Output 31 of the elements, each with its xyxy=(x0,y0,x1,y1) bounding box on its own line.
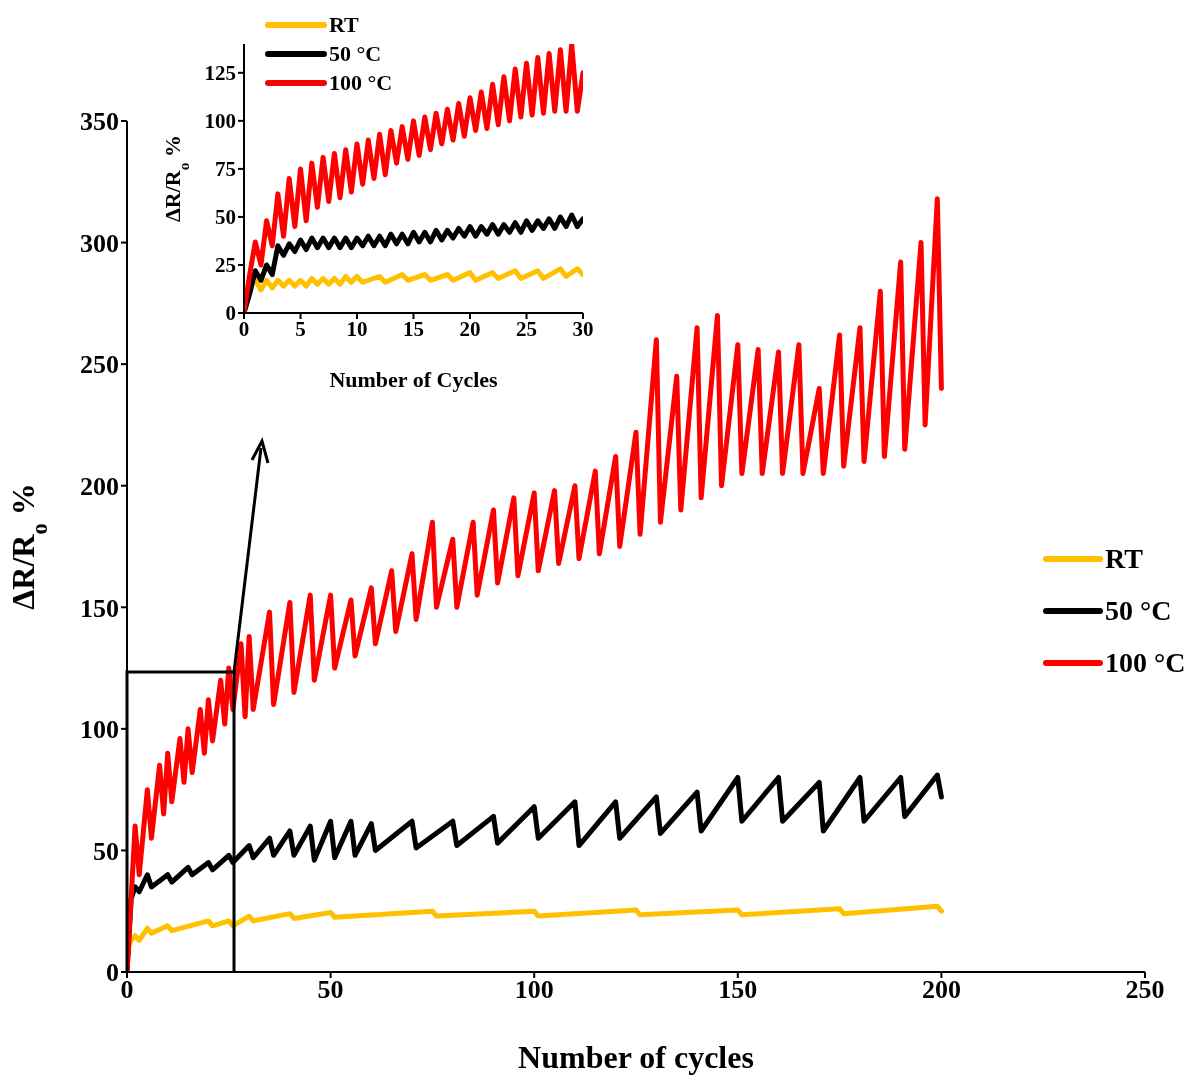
y-tick-label: 75 xyxy=(215,157,236,182)
y-tick-label: 50 xyxy=(93,836,119,866)
y-tick-label: 200 xyxy=(80,471,119,501)
x-tick-label: 5 xyxy=(295,316,306,341)
legend-label: 100 °C xyxy=(329,69,393,96)
legend-label: 100 °C xyxy=(1105,647,1186,679)
legend-label: 50 °C xyxy=(329,40,382,67)
x-tick-label: 30 xyxy=(572,316,594,341)
y-tick-label: 100 xyxy=(80,715,119,745)
x-tick-label: 100 xyxy=(514,975,554,1005)
x-tick-label: 25 xyxy=(516,316,537,341)
legend-label: RT xyxy=(329,11,359,38)
x-tick-label: 20 xyxy=(459,316,481,341)
y-tick-label: 125 xyxy=(204,61,236,86)
y-tick-label: 50 xyxy=(215,205,236,230)
y-tick-label: 350 xyxy=(80,107,119,137)
x-tick-label: 50 xyxy=(317,975,344,1005)
x-tick-label: 15 xyxy=(403,316,424,341)
y-tick-label: 150 xyxy=(80,593,119,623)
y-tick-label: 100 xyxy=(204,109,236,134)
x-tick-label: 10 xyxy=(346,316,368,341)
legend-label: 50 °C xyxy=(1105,595,1172,627)
x-tick-label: 250 xyxy=(1125,975,1165,1005)
x-axis-title: Number of Cycles xyxy=(329,367,499,392)
x-axis-title: Number of cycles xyxy=(518,1039,754,1075)
y-tick-label: 250 xyxy=(80,350,119,380)
y-tick-label: 300 xyxy=(80,228,119,258)
legend-label: RT xyxy=(1105,543,1143,575)
x-tick-label: 200 xyxy=(921,975,961,1005)
y-tick-label: 25 xyxy=(215,253,236,278)
x-tick-label: 150 xyxy=(718,975,758,1005)
